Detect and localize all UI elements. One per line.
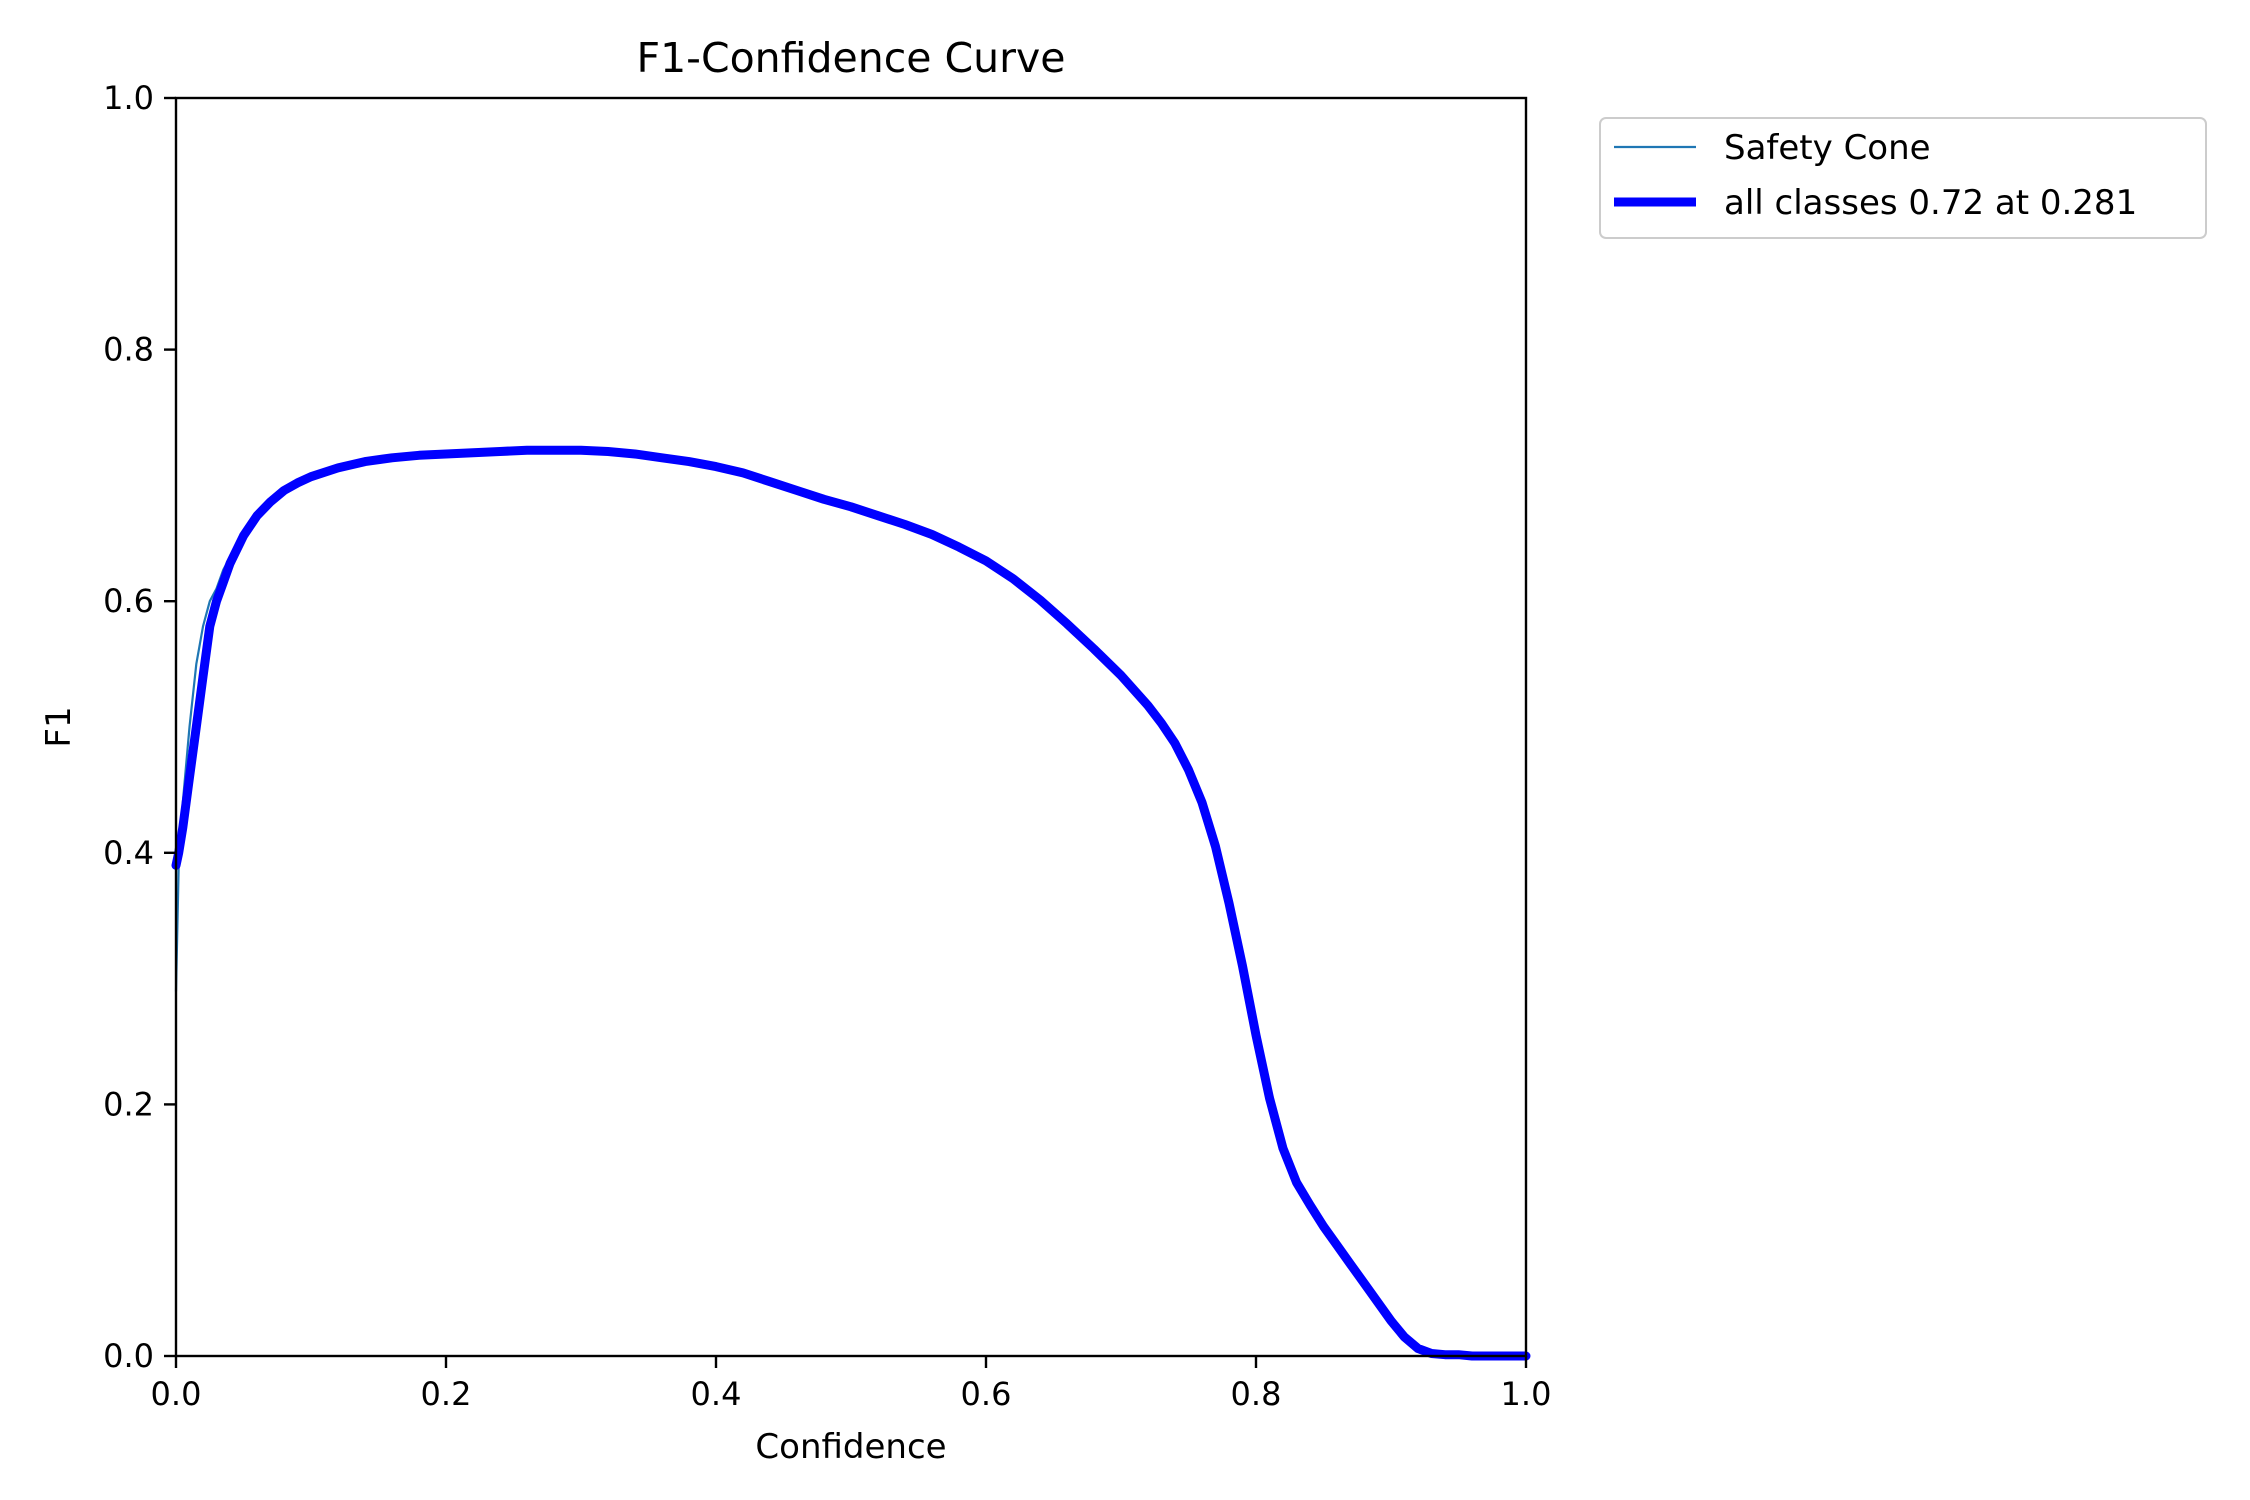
x-tick-label: 0.2 <box>421 1375 472 1413</box>
y-tick-label: 0.4 <box>103 834 154 872</box>
y-tick-label: 1.0 <box>103 79 154 117</box>
y-axis-title: F1 <box>39 706 79 747</box>
y-tick-label: 0.0 <box>103 1337 154 1375</box>
x-axis: 0.0 0.2 0.4 0.6 0.8 1.0 <box>151 1356 1552 1413</box>
x-tick-label: 0.8 <box>1231 1375 1282 1413</box>
y-tick-label: 0.8 <box>103 331 154 369</box>
y-axis: 0.0 0.2 0.4 0.6 0.8 1.0 <box>103 79 176 1375</box>
plot-frame <box>174 96 1528 1358</box>
legend-label-all-classes: all classes 0.72 at 0.281 <box>1724 183 2137 223</box>
series-line-all-classes <box>171 445 1531 1361</box>
plot-area <box>171 445 1531 1361</box>
x-tick-label: 0.4 <box>691 1375 742 1413</box>
legend-frame <box>1599 117 2207 239</box>
y-tick-label: 0.6 <box>103 582 154 620</box>
x-tick-label: 0.6 <box>961 1375 1012 1413</box>
legend: Safety Cone all classes 0.72 at 0.281 <box>1599 117 2207 239</box>
chart-title: F1-Confidence Curve <box>637 34 1066 82</box>
x-tick-label: 0.0 <box>151 1375 202 1413</box>
legend-label-safety-cone: Safety Cone <box>1724 128 1931 168</box>
x-axis-title: Confidence <box>755 1427 946 1467</box>
x-tick-label: 1.0 <box>1501 1375 1552 1413</box>
y-tick-label: 0.2 <box>103 1085 154 1123</box>
